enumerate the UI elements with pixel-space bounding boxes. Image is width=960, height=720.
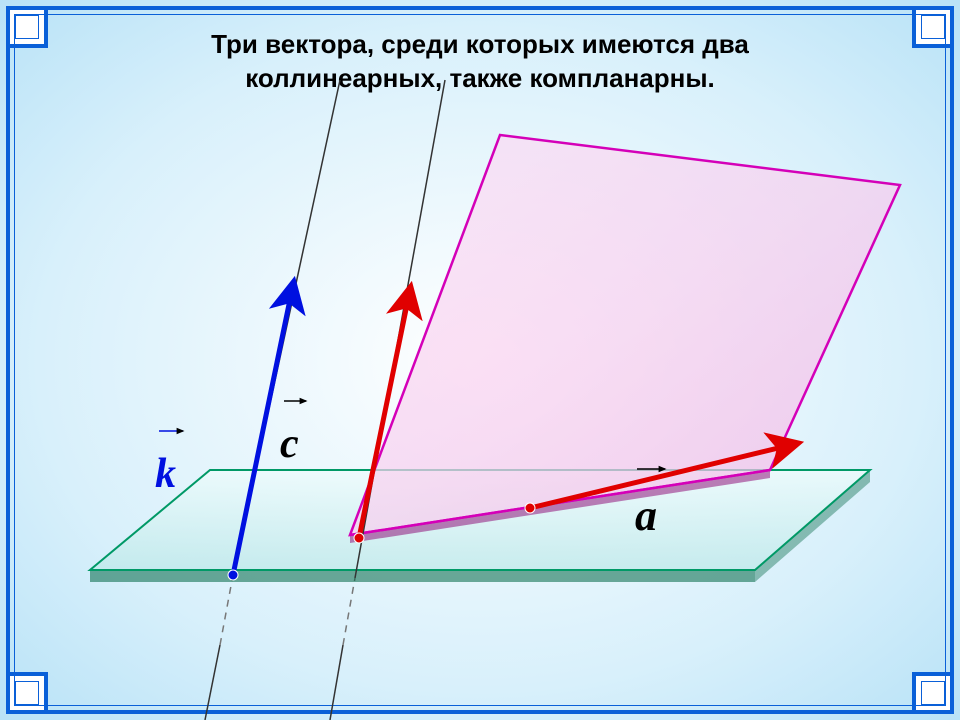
- label-c: c: [280, 420, 299, 468]
- dot-k: [228, 570, 238, 580]
- slide: Три вектора, среди которых имеются два к…: [0, 0, 960, 720]
- guide-line-2-dash: [343, 578, 355, 645]
- diagram-svg: [0, 0, 960, 720]
- guide-line-1-dash: [220, 575, 233, 645]
- label-k-arrow: [157, 424, 191, 438]
- label-k: k: [155, 450, 176, 498]
- diagram-canvas: k c a: [0, 0, 960, 720]
- label-a-arrow: [635, 462, 673, 476]
- guide-line-1-below: [205, 645, 220, 720]
- label-a: a: [635, 490, 657, 541]
- guide-line-2-below: [330, 645, 343, 720]
- h-plane-edge-front: [90, 570, 755, 582]
- label-c-arrow: [282, 394, 314, 408]
- dot-a: [525, 503, 535, 513]
- dot-c: [354, 533, 364, 543]
